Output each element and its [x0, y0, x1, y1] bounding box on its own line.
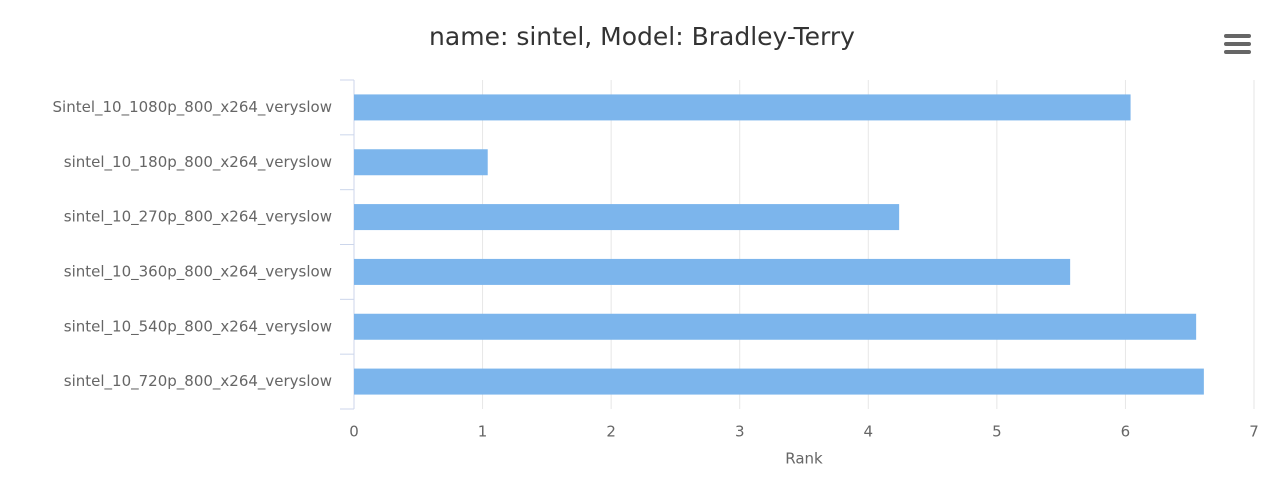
- bar: [354, 149, 488, 176]
- x-tick-label: 1: [478, 423, 488, 441]
- x-tick-label: 6: [1121, 423, 1131, 441]
- y-tick-label: sintel_10_540p_800_x264_veryslow: [64, 317, 332, 336]
- bar: [354, 94, 1131, 121]
- bar: [354, 313, 1197, 340]
- x-tick-label: 0: [349, 423, 359, 441]
- x-tick-label: 4: [864, 423, 874, 441]
- menu-bar[interactable]: [1224, 34, 1251, 38]
- chart-title: name: sintel, Model: Bradley-Terry: [429, 22, 855, 51]
- x-tick-label: 3: [735, 423, 745, 441]
- x-tick-label: 5: [992, 423, 1002, 441]
- x-tick-label: 2: [606, 423, 616, 441]
- menu-bar[interactable]: [1224, 42, 1251, 46]
- bar: [354, 204, 900, 231]
- y-tick-label: sintel_10_270p_800_x264_veryslow: [64, 208, 332, 227]
- x-axis-label: Rank: [785, 450, 823, 468]
- y-tick-label: sintel_10_180p_800_x264_veryslow: [64, 153, 332, 172]
- y-tick-label: sintel_10_360p_800_x264_veryslow: [64, 262, 332, 281]
- y-tick-label: sintel_10_720p_800_x264_veryslow: [64, 372, 332, 391]
- bar: [354, 258, 1071, 285]
- bar: [354, 368, 1204, 395]
- menu-button[interactable]: [1224, 34, 1251, 54]
- x-tick-label: 7: [1249, 423, 1259, 441]
- y-tick-label: Sintel_10_1080p_800_x264_veryslow: [53, 98, 332, 117]
- menu-bar[interactable]: [1224, 50, 1251, 54]
